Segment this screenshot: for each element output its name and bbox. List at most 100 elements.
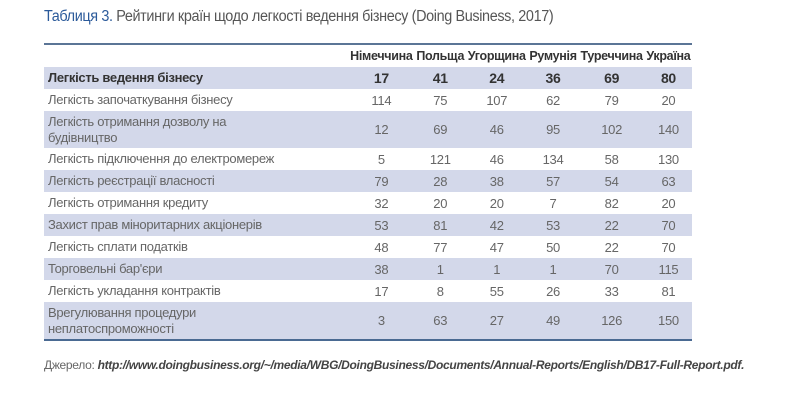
- cell-value: 46: [489, 151, 504, 167]
- col-header: Румунія: [529, 49, 577, 63]
- col-header: Україна: [646, 49, 691, 63]
- col-header: Німеччина: [350, 49, 413, 63]
- cell-value: 134: [542, 151, 564, 167]
- row-label: Легкість отримання дозволу на будівництв…: [44, 111, 348, 148]
- table-row: Легкість реєстрації власності 79 28 38 57 54 6…: [44, 170, 692, 192]
- row-label: Торговельні бар'єри: [44, 258, 348, 280]
- cell-value: 20: [489, 195, 504, 211]
- source-label: Джерело:: [44, 358, 98, 372]
- row-label: Легкість підключення до електромереж: [48, 151, 274, 166]
- cell-value: 1: [465, 258, 528, 280]
- cell-value: 54: [578, 170, 645, 192]
- cell-value: 24: [465, 67, 528, 89]
- cell-value: 1: [414, 258, 466, 280]
- row-label: Легкість укладання контрактів: [48, 283, 221, 298]
- cell-value: 82: [604, 195, 619, 211]
- table-row: Легкість підключення до електромереж 5 121…: [44, 148, 692, 170]
- header-row: Німеччина Польща Угорщина Румунія Туречч…: [44, 44, 692, 67]
- cell-value: 20: [661, 92, 676, 108]
- cell-value: 32: [374, 195, 389, 211]
- table-row: Легкість отримання кредиту 32 20 20 7 82 20: [44, 192, 692, 214]
- cell-value: 114: [371, 92, 392, 108]
- table-row: Торговельні бар'єри 38 1 1 1 70 115: [44, 258, 692, 280]
- source-url[interactable]: http://www.doingbusiness.org/~/media/WBG…: [97, 358, 745, 372]
- cell-value: 102: [578, 111, 645, 148]
- ratings-table: Німеччина Польща Угорщина Румунія Туречч…: [44, 43, 692, 341]
- col-header: Угорщина: [467, 49, 526, 63]
- cell-value: 53: [348, 214, 415, 236]
- table-row: Легкість започаткування бізнесу 114 75 107 6…: [44, 89, 692, 111]
- row-label: Легкість реєстрації власності: [44, 170, 348, 192]
- cell-value: 46: [465, 111, 528, 148]
- cell-value: 38: [348, 258, 415, 280]
- cell-value: 20: [661, 195, 676, 211]
- cell-value: 70: [644, 214, 692, 236]
- table-number: Таблиця 3.: [44, 8, 113, 25]
- cell-value: 58: [604, 151, 619, 167]
- cell-value: 69: [578, 67, 645, 89]
- cell-value: 150: [644, 302, 692, 340]
- cell-value: 107: [486, 92, 508, 108]
- cell-value: 33: [604, 283, 619, 299]
- header-empty: [44, 44, 348, 67]
- cell-value: 95: [527, 111, 579, 148]
- table-row: Легкість укладання контрактів 17 8 55 26 33 81: [44, 280, 692, 302]
- cell-value: 48: [374, 239, 389, 255]
- cell-value: 140: [644, 111, 692, 148]
- table-row: Легкість отримання дозволу на будівництв…: [44, 111, 692, 148]
- table-caption: Рейтинги країн щодо легкості ведення біз…: [112, 8, 554, 25]
- cell-value: 63: [644, 170, 692, 192]
- cell-value: 69: [414, 111, 466, 148]
- cell-value: 81: [414, 214, 466, 236]
- cell-value: 70: [661, 239, 676, 255]
- cell-value: 42: [465, 214, 528, 236]
- cell-value: 17: [348, 67, 415, 89]
- cell-value: 80: [644, 67, 692, 89]
- cell-value: 17: [374, 283, 389, 299]
- cell-value: 126: [578, 302, 645, 340]
- cell-value: 62: [546, 92, 560, 108]
- cell-value: 47: [489, 239, 504, 255]
- cell-value: 81: [661, 283, 676, 299]
- table-row: Легкість сплати податків 48 77 47 50 22 70: [44, 236, 692, 258]
- cell-value: 38: [465, 170, 528, 192]
- cell-value: 22: [604, 239, 619, 255]
- cell-value: 77: [433, 239, 448, 255]
- cell-value: 36: [527, 67, 579, 89]
- table-row: Захист прав міноритарних акціонерів 53 81 4…: [44, 214, 692, 236]
- cell-value: 70: [578, 258, 645, 280]
- cell-value: 1: [527, 258, 579, 280]
- col-header: Польща: [416, 49, 465, 63]
- cell-value: 7: [549, 195, 557, 211]
- cell-value: 121: [429, 151, 451, 167]
- cell-value: 5: [377, 151, 385, 167]
- cell-value: 26: [546, 283, 560, 299]
- cell-value: 79: [604, 92, 619, 108]
- cell-value: 55: [489, 283, 504, 299]
- cell-value: 75: [433, 92, 448, 108]
- row-label: Врегулювання процедури неплатоспроможнос…: [44, 302, 348, 340]
- cell-value: 50: [546, 239, 560, 255]
- cell-value: 130: [658, 151, 679, 167]
- row-label: Легкість сплати податків: [48, 239, 188, 254]
- cell-value: 28: [414, 170, 466, 192]
- table-row: Врегулювання процедури неплатоспроможнос…: [44, 302, 692, 340]
- row-label: Легкість започаткування бізнесу: [48, 92, 233, 107]
- cell-value: 8: [436, 283, 444, 299]
- table-title: Таблиця 3. Рейтинги країн щодо легкості …: [44, 8, 554, 26]
- cell-value: 22: [578, 214, 645, 236]
- row-label: Легкість ведення бізнесу: [44, 67, 348, 89]
- source-note: Джерело: http://www.doingbusiness.org/~/…: [44, 358, 744, 372]
- cell-value: 12: [348, 111, 415, 148]
- cell-value: 115: [644, 258, 692, 280]
- row-label: Захист прав міноритарних акціонерів: [44, 214, 348, 236]
- cell-value: 79: [348, 170, 415, 192]
- col-header: Туреччина: [580, 49, 643, 63]
- table-row: Легкість ведення бізнесу 17 41 24 36 69 80: [44, 67, 692, 89]
- cell-value: 27: [465, 302, 528, 340]
- cell-value: 57: [527, 170, 579, 192]
- cell-value: 49: [527, 302, 579, 340]
- cell-value: 3: [348, 302, 415, 340]
- row-label: Легкість отримання кредиту: [48, 195, 208, 210]
- cell-value: 41: [414, 67, 466, 89]
